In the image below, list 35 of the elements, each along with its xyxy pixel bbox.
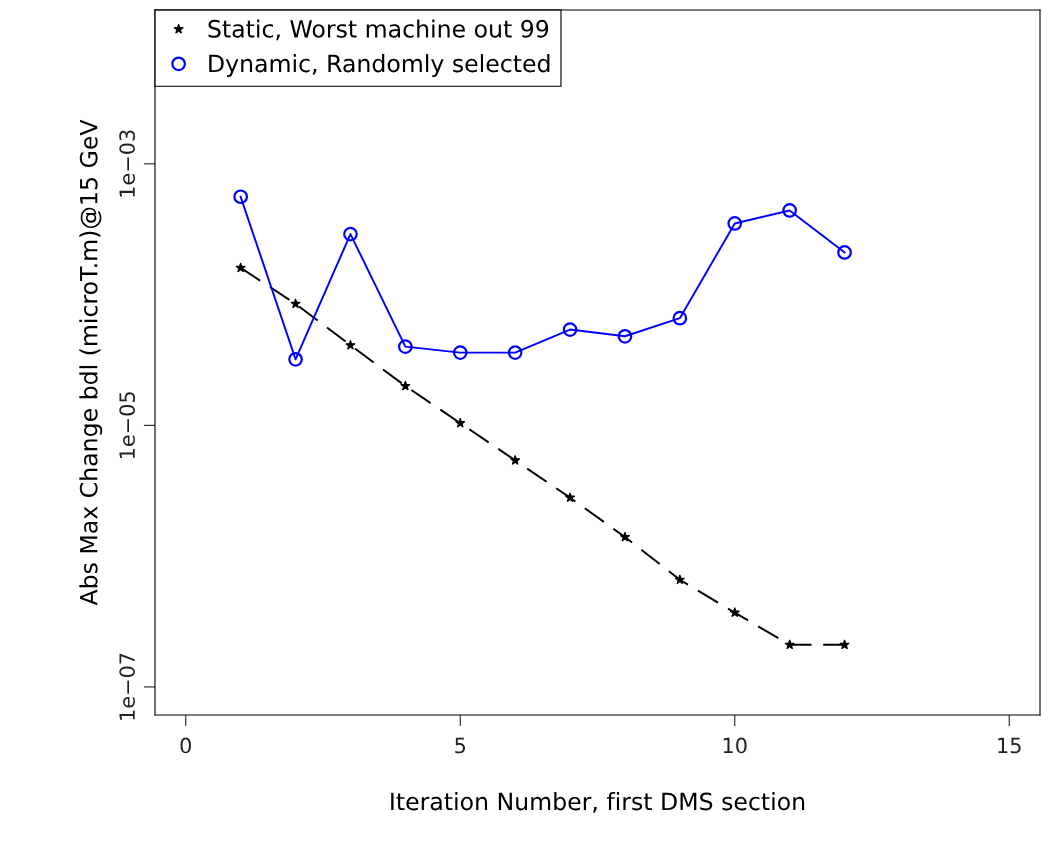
point [400,380,411,391]
x-tick-label: 10 [723,737,747,754]
point [288,351,303,367]
point [729,607,740,618]
legend-label: Dynamic, Randomly selected [209,54,550,77]
y-tick-label: 1e−07 [119,653,135,720]
y-tick-label: 1e−03 [119,130,135,197]
point [509,454,521,465]
point [617,328,633,344]
point [233,189,249,205]
point [837,245,852,260]
x-axis-title: Iteration Number, first DMS section [391,792,805,813]
point [290,298,301,309]
point [674,574,686,585]
point [452,345,468,360]
point [235,262,246,273]
x-tick-label: 15 [998,737,1021,754]
point [619,531,631,542]
y-axis-title: Abs Max Change bdl (microT.m)@15 GeV [79,119,103,606]
point [345,339,356,350]
point [507,345,523,360]
point [455,417,466,428]
point [727,216,743,231]
x-tick-label: 0 [180,737,191,754]
y-tick-label: 1e−05 [119,392,135,459]
x-tick-label: 5 [455,737,466,754]
point [672,310,688,326]
point [564,492,576,503]
point [782,203,798,218]
point [397,339,413,354]
point [343,226,358,242]
legend-label: Static, Worst machine out 99 [208,19,549,41]
point [839,639,850,650]
point [784,639,795,650]
point [562,322,578,337]
